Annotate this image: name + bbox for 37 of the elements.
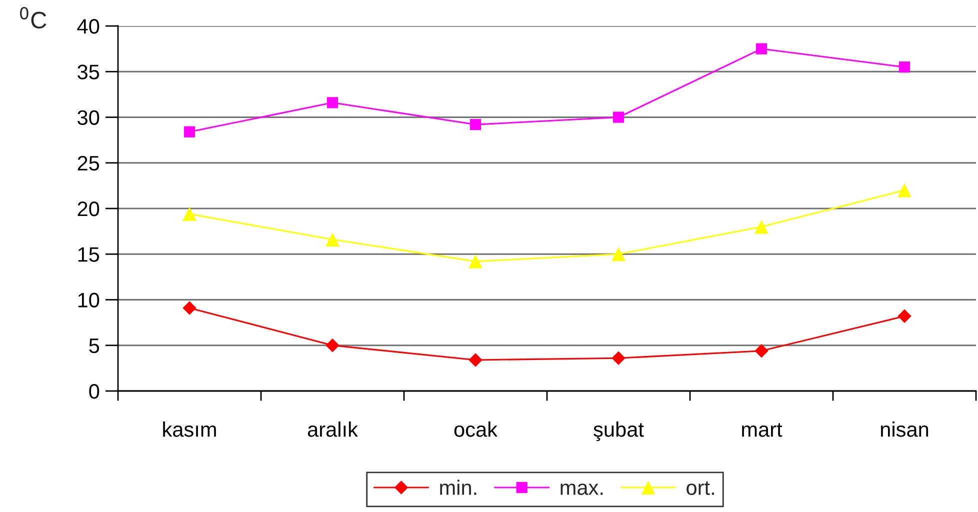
- point: [898, 62, 910, 73]
- point: [898, 183, 912, 198]
- legend-label: ort.: [686, 481, 714, 496]
- y-tick-label: 5: [89, 338, 100, 354]
- point: [612, 247, 626, 262]
- point: [756, 43, 768, 54]
- y-tick-label: 25: [78, 156, 100, 171]
- point: [184, 126, 196, 138]
- point: [470, 118, 482, 130]
- y-tick-label: 15: [78, 247, 100, 262]
- point: [612, 112, 624, 123]
- x-tick-label: şubat: [594, 422, 644, 442]
- point: [754, 220, 768, 234]
- y-tick-label: 40: [77, 19, 100, 34]
- point: [468, 353, 482, 367]
- x-tick-label: kasım: [163, 422, 216, 437]
- point: [754, 344, 768, 358]
- legend-label: min.: [440, 480, 476, 495]
- y-tick-label: 10: [78, 292, 100, 308]
- y-axis-title: $^{0}$C: [20, 6, 46, 29]
- point: [468, 254, 482, 268]
- legend-label: max.: [560, 484, 603, 496]
- y-tick-label: 20: [78, 202, 100, 216]
- y-tick-label: 0: [89, 384, 100, 399]
- point: [612, 351, 626, 366]
- x-tick-label: mart: [742, 423, 782, 437]
- x-tick-label: aralık: [308, 422, 358, 437]
- point: [182, 207, 196, 221]
- point: [326, 232, 340, 246]
- x-tick-label: nisan: [880, 422, 928, 437]
- y-tick-label: 30: [78, 110, 100, 126]
- point: [326, 97, 338, 108]
- x-tick-label: ocak: [454, 422, 498, 437]
- point: [182, 301, 196, 315]
- point: [898, 309, 912, 324]
- point: [326, 338, 340, 352]
- y-tick-label: 35: [78, 64, 100, 80]
